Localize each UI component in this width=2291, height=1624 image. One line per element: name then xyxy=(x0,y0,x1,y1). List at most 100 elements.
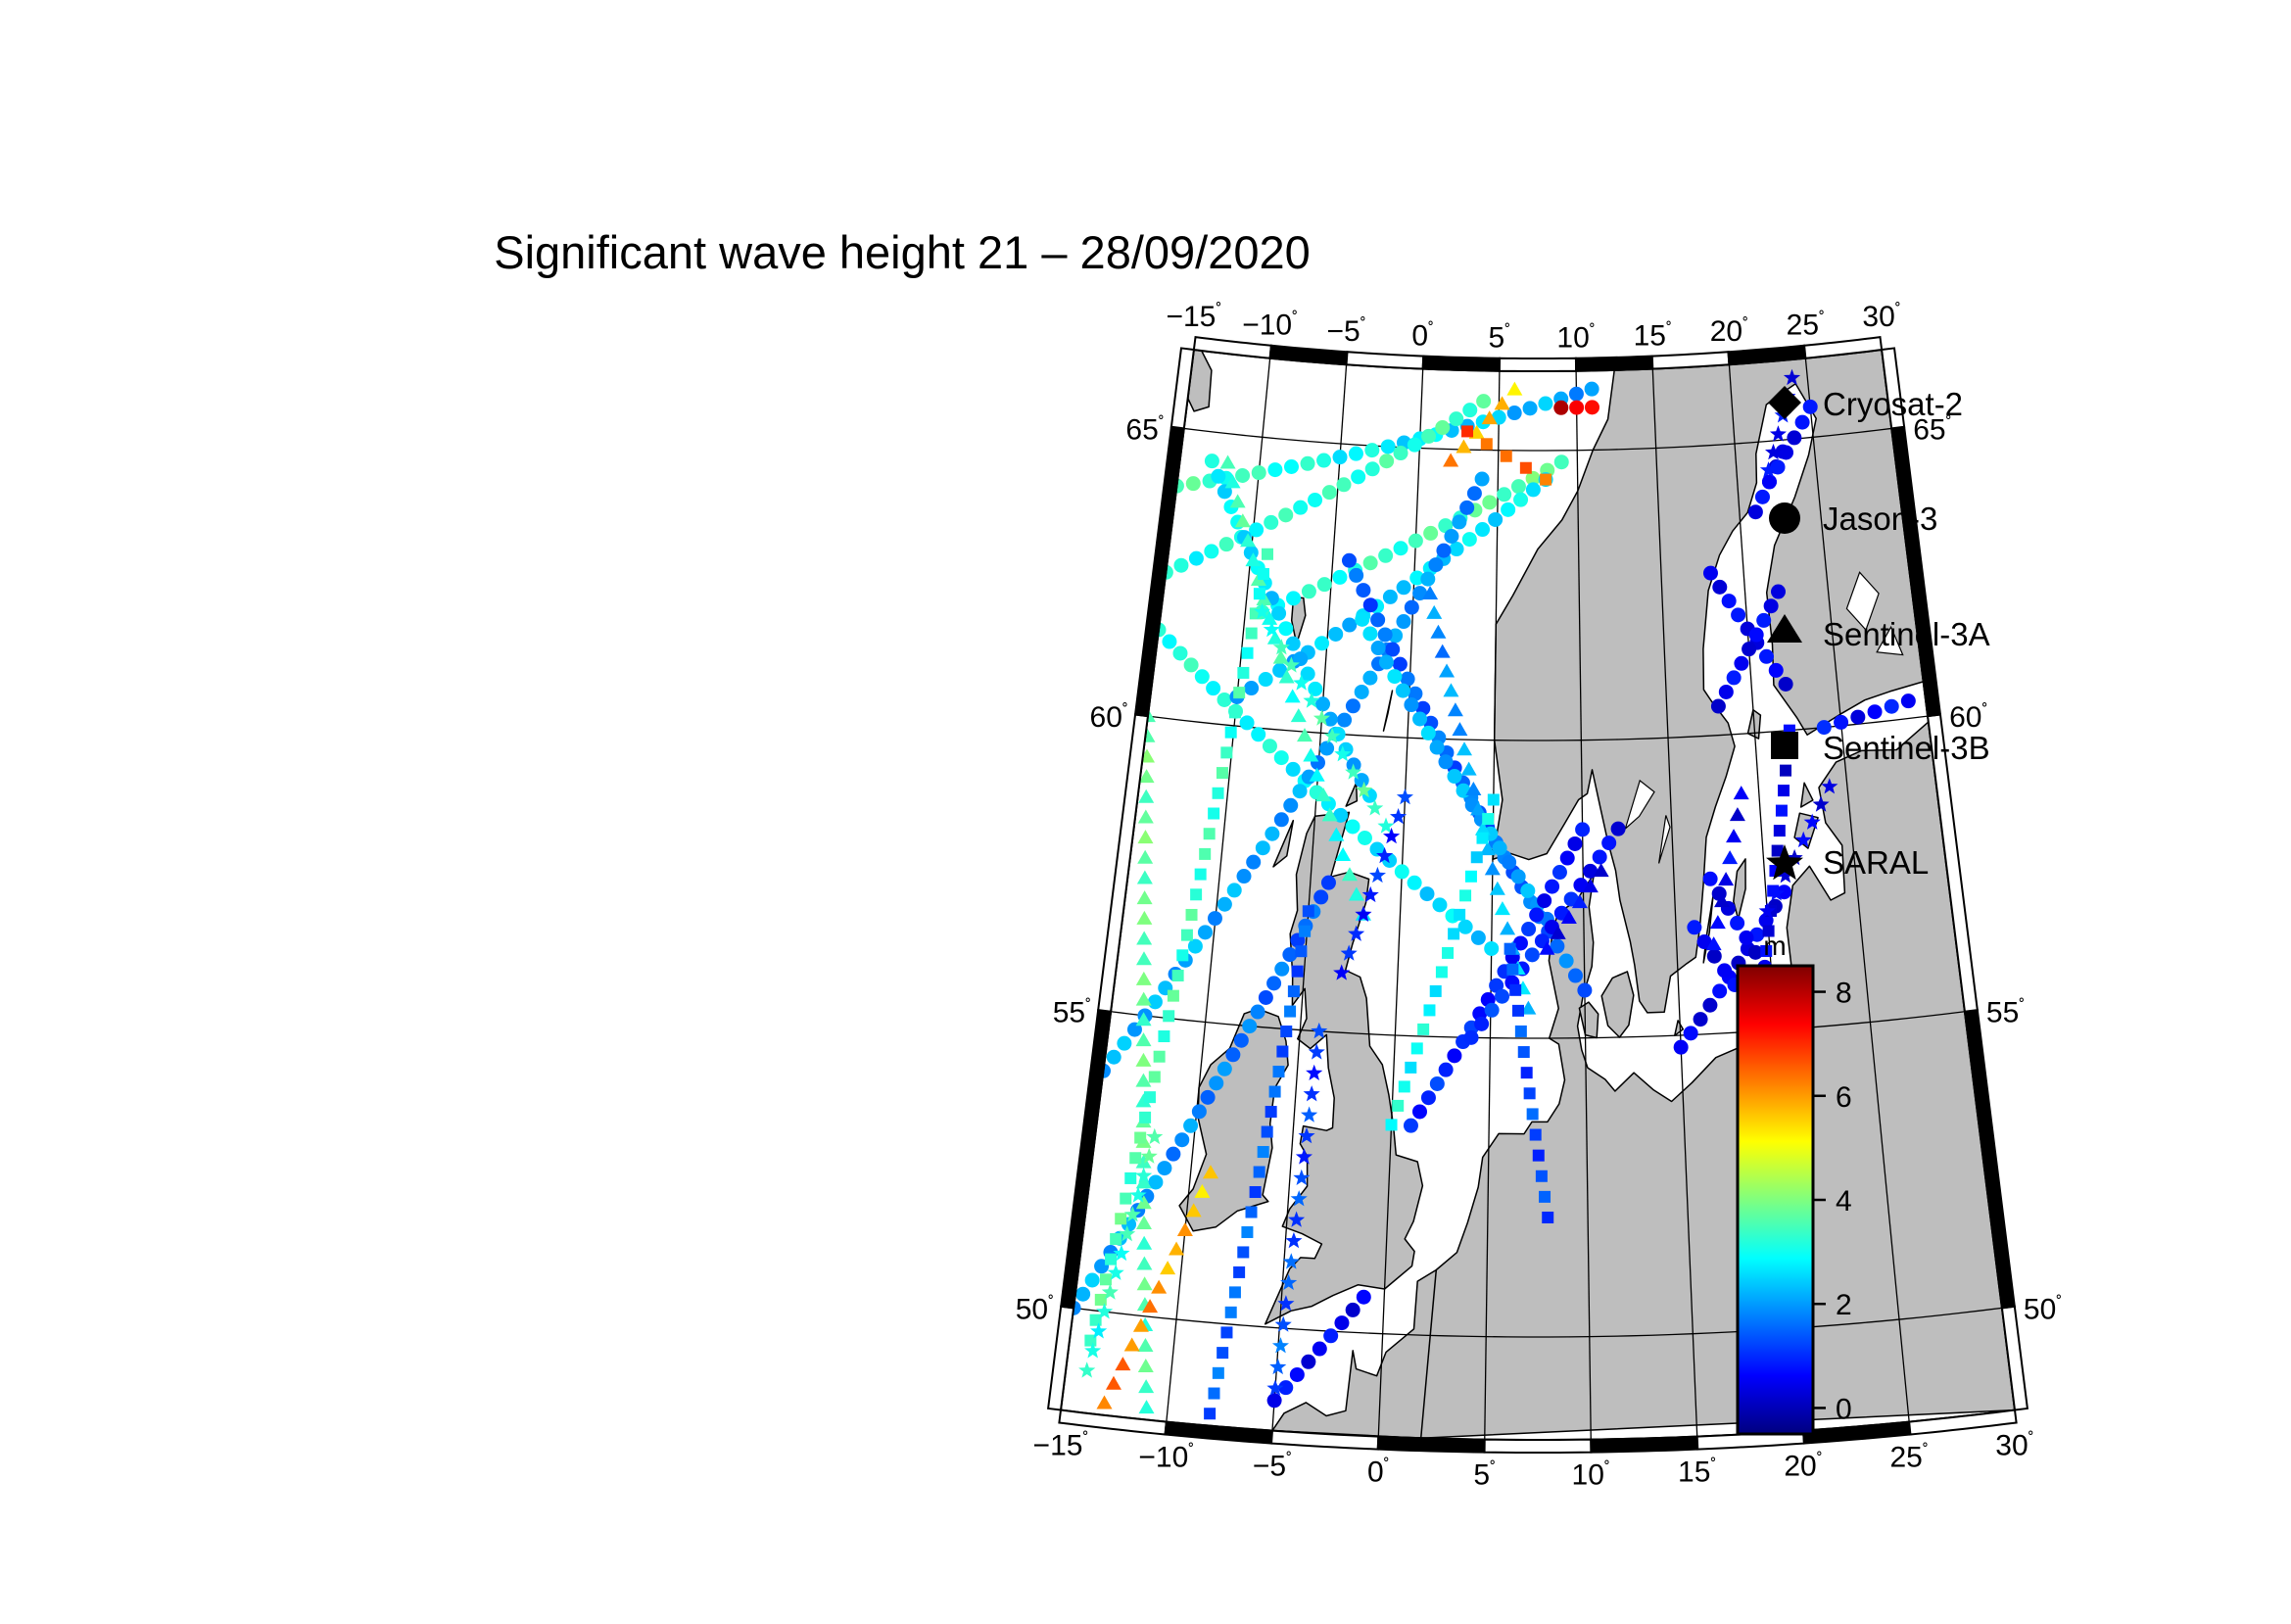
track-point-square xyxy=(1148,1071,1161,1083)
track-point-circle xyxy=(1323,1328,1339,1344)
track-point-circle xyxy=(1683,1026,1698,1041)
track-point-square xyxy=(1241,646,1254,659)
lon-tick-label-bottom: −10˚ xyxy=(1138,1442,1194,1474)
track-point-circle xyxy=(1462,403,1478,418)
track-point-star xyxy=(1090,1322,1108,1339)
track-point-square xyxy=(1509,983,1522,996)
track-point-circle xyxy=(1396,580,1411,596)
frame-band xyxy=(1908,1409,2018,1436)
track-point-triangle xyxy=(1185,1203,1202,1218)
track-point-triangle xyxy=(1224,474,1241,489)
landmass-france xyxy=(1271,1268,1438,1439)
track-point-square xyxy=(1268,1085,1281,1098)
track-point-circle xyxy=(1563,891,1579,907)
track-point-triangle xyxy=(1138,769,1155,784)
track-point-triangle xyxy=(1245,552,1262,567)
track-point-circle xyxy=(1249,522,1265,538)
track-point-square xyxy=(1199,847,1212,860)
track-point-circle xyxy=(1320,875,1336,890)
track-point-circle xyxy=(1778,676,1793,692)
meridian xyxy=(1271,364,1348,1431)
track-point-circle xyxy=(1349,567,1364,583)
track-point-circle xyxy=(1726,670,1742,686)
track-point-star xyxy=(1821,778,1838,794)
legend-item-jason-3: Jason-3 xyxy=(1769,501,1937,537)
track-point-star xyxy=(1334,745,1352,762)
track-point-star xyxy=(1758,902,1776,919)
track-point-star xyxy=(1290,1190,1308,1207)
track-point-square xyxy=(1503,942,1516,955)
landmass-funen xyxy=(1578,1001,1599,1039)
track-point-triangle xyxy=(1137,849,1154,864)
track-point-square xyxy=(1461,425,1474,438)
track-point-circle xyxy=(1382,589,1398,604)
lon-tick-label-top: −15˚ xyxy=(1166,301,1221,333)
track-point-square xyxy=(1224,726,1237,739)
track-point-square xyxy=(1464,870,1477,883)
track-point-circle xyxy=(1474,1016,1490,1031)
track-point-circle xyxy=(1444,529,1459,545)
track-point-circle xyxy=(1266,976,1282,991)
track-point-star xyxy=(1311,1022,1328,1039)
track-point-square xyxy=(1514,1025,1527,1037)
track-point-triangle xyxy=(1137,1338,1154,1353)
track-point-star xyxy=(1107,1264,1124,1280)
track-point-triangle xyxy=(1456,439,1472,454)
frame-band xyxy=(1483,1438,1593,1455)
parallel xyxy=(1147,715,1929,741)
track-point-square xyxy=(1217,1347,1229,1360)
track-point-circle xyxy=(1447,1048,1462,1064)
track-point-square xyxy=(1291,965,1304,978)
track-point-triangle xyxy=(1115,1357,1131,1371)
tick-labels: −15˚ −15˚ −10˚ −10˚ −5˚ −5˚ 0˚ 0˚ 5˚ 5˚ 10˚ 10˚ 15˚ 1… xyxy=(1016,301,2063,1492)
track-point-square xyxy=(1105,1253,1118,1266)
track-sentinel-3b xyxy=(1461,425,1552,486)
track-point-star xyxy=(1263,620,1280,638)
track-point-circle xyxy=(1577,982,1593,998)
track-point-square xyxy=(1520,1067,1533,1079)
track-point-square xyxy=(1410,1042,1423,1055)
track-point-circle xyxy=(1794,414,1810,430)
track-point-triangle xyxy=(1176,1221,1193,1236)
track-point-star xyxy=(1759,461,1778,478)
track-point-square xyxy=(1237,666,1250,679)
frame-band xyxy=(1574,355,1654,372)
track-point-star xyxy=(1769,425,1787,442)
track-point-triangle xyxy=(1443,453,1459,467)
track-point-circle xyxy=(1351,469,1366,485)
track-point-star xyxy=(1306,1064,1323,1080)
track-point-circle xyxy=(1522,401,1538,416)
track-point-circle xyxy=(1262,739,1277,754)
map-frame xyxy=(1046,336,2029,1455)
track-point-star xyxy=(1377,817,1395,834)
track-point-circle xyxy=(1739,930,1754,945)
track-point-triangle xyxy=(1135,1195,1152,1210)
track-point-circle xyxy=(1702,997,1718,1013)
track-point-square xyxy=(1511,1004,1524,1017)
track-point-square xyxy=(1261,548,1273,560)
lat-tick-label-left: 60˚ xyxy=(1090,701,1128,734)
track-point-triangle xyxy=(1500,921,1516,935)
track-point-triangle xyxy=(1494,396,1510,410)
track-point-circle xyxy=(1559,850,1575,866)
track-point-square xyxy=(1506,963,1519,976)
track-point-square xyxy=(1517,1046,1530,1059)
track-point-triangle xyxy=(1328,827,1345,841)
track-point-triangle xyxy=(1194,1183,1211,1198)
frame-band xyxy=(1421,355,1502,372)
track-point-star xyxy=(1303,1085,1320,1102)
track-point-circle xyxy=(1185,476,1201,492)
track-point-circle xyxy=(1730,915,1745,931)
track-point-circle xyxy=(1482,495,1498,510)
track-point-circle xyxy=(1293,500,1309,515)
track-point-square xyxy=(1237,1246,1250,1259)
track-point-star xyxy=(1288,1211,1306,1227)
track-point-square xyxy=(1540,473,1552,486)
track-point-circle xyxy=(1271,605,1287,621)
track-point-circle xyxy=(1488,511,1503,527)
legend-label: Sentinel-3A xyxy=(1823,616,1990,652)
diamond-icon xyxy=(1768,386,1801,419)
track-point-star xyxy=(1765,443,1783,460)
track-point-circle xyxy=(1332,569,1348,585)
track-point-circle xyxy=(1341,552,1357,568)
